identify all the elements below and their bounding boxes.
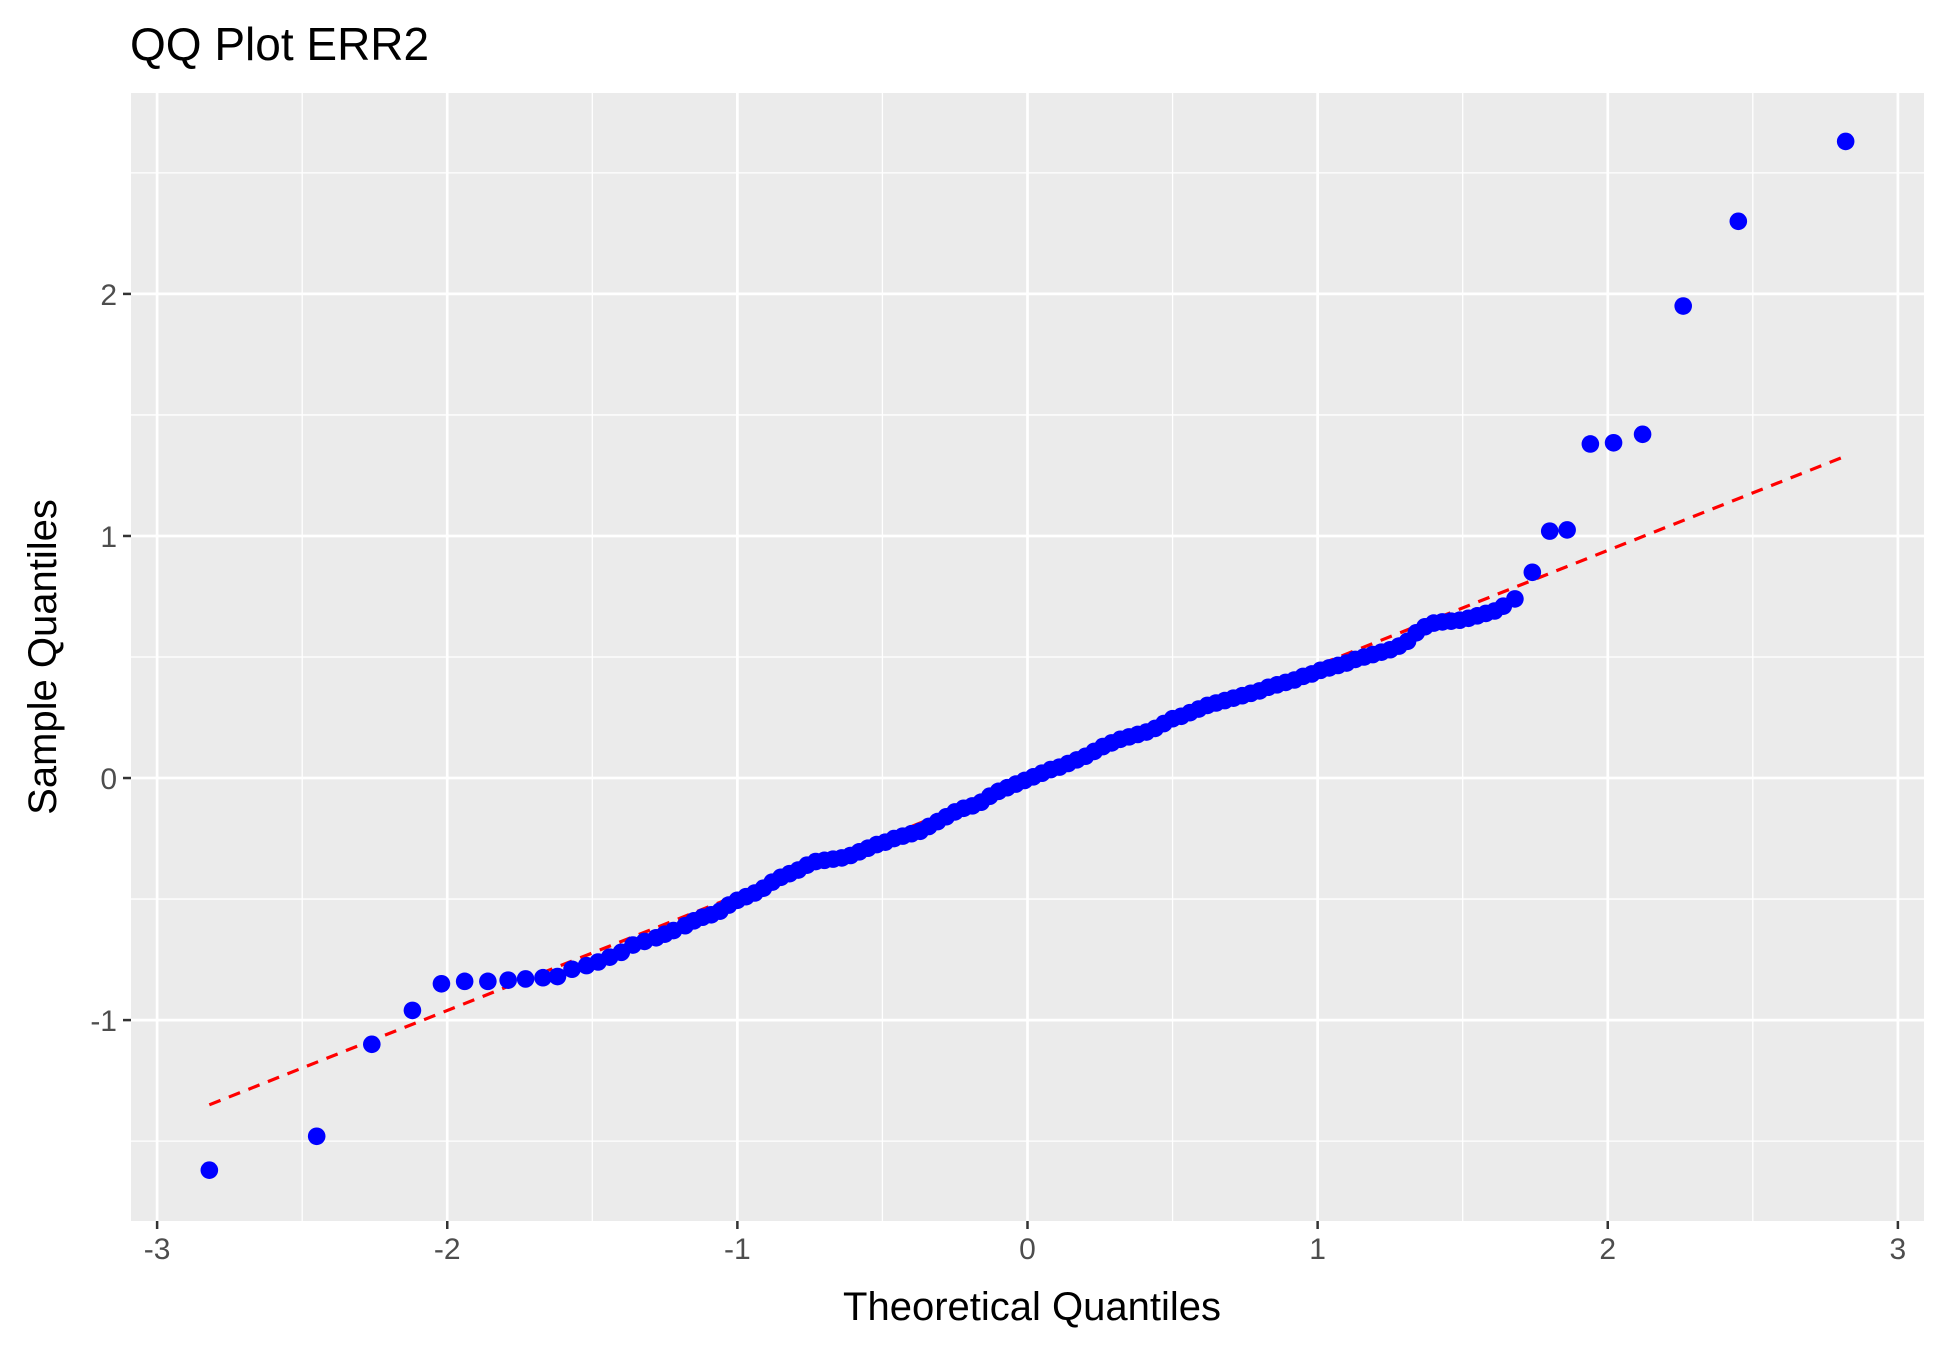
x-tick-label: 0 (1019, 1233, 1036, 1266)
qq-point (548, 967, 567, 986)
y-tick-label: 2 (100, 279, 117, 312)
y-axis-title: Sample Quantiles (21, 499, 65, 815)
qq-point (1540, 522, 1559, 540)
x-tick-label: -1 (724, 1233, 751, 1266)
x-tick-label: 2 (1599, 1233, 1616, 1266)
qq-point (307, 1127, 326, 1146)
qq-point (1836, 132, 1855, 151)
qq-point (499, 971, 517, 989)
x-axis: -3 -2 -1 0 1 2 3 (144, 1221, 1906, 1266)
qq-point (1633, 425, 1652, 444)
qq-point (1581, 435, 1600, 453)
qq-point (1506, 590, 1524, 608)
qq-point (1558, 521, 1576, 539)
qq-point (534, 968, 552, 987)
qq-point (1674, 297, 1692, 315)
y-tick-label: 0 (100, 763, 117, 796)
y-axis: -1 0 1 2 (90, 279, 131, 1038)
major-grid (131, 93, 1924, 1221)
qq-point (403, 1001, 422, 1020)
x-tick-label: 3 (1890, 1233, 1907, 1266)
qq-point (1604, 433, 1623, 452)
y-tick-label: -1 (90, 1005, 117, 1038)
points-group (200, 132, 1855, 1179)
qq-point (563, 960, 581, 979)
chart-title: QQ Plot ERR2 (130, 18, 429, 70)
y-tick-label: 1 (100, 521, 117, 554)
qq-point (479, 972, 497, 991)
qq-point (432, 974, 451, 993)
x-tick-label: -3 (144, 1233, 171, 1266)
qq-point (455, 972, 474, 991)
x-axis-title: Theoretical Quantiles (843, 1285, 1221, 1329)
qq-point (200, 1161, 219, 1179)
x-tick-label: -2 (434, 1233, 461, 1266)
qq-point (1523, 563, 1542, 582)
qq-point (516, 970, 535, 988)
qq-point (1729, 212, 1748, 231)
qq-point (363, 1035, 381, 1054)
x-tick-label: 1 (1309, 1233, 1326, 1266)
